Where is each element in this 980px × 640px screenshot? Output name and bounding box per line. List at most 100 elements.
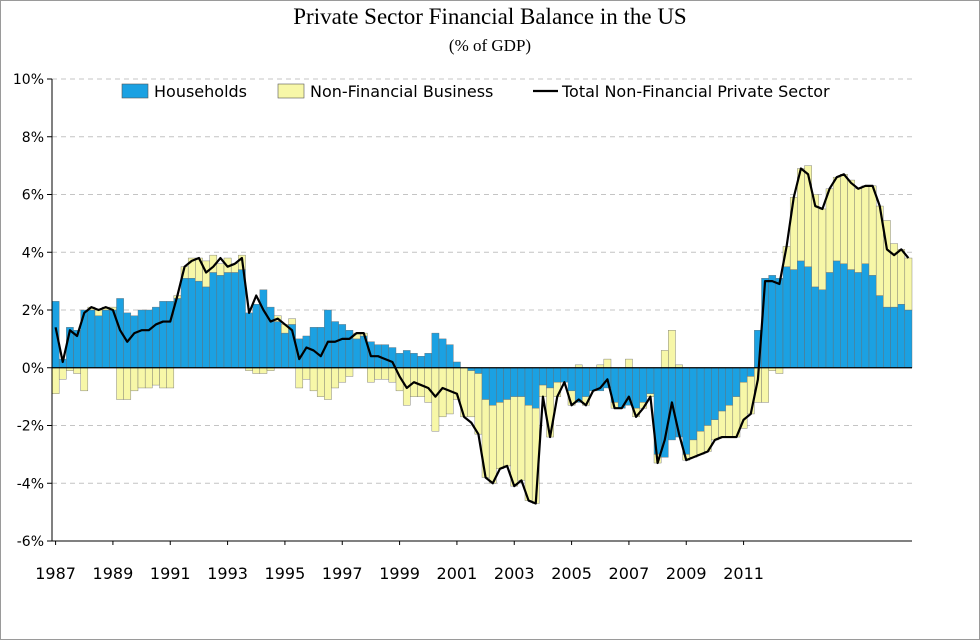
- legend-swatch-non-financial-business: [277, 83, 305, 99]
- bar-non-financial-business: [711, 419, 719, 441]
- bar-households: [338, 324, 347, 368]
- bar-non-financial-business: [338, 367, 347, 383]
- bar-households: [868, 275, 877, 368]
- x-tick-label: 2001: [437, 564, 478, 583]
- bar-non-financial-business: [331, 367, 339, 389]
- bar-households: [245, 312, 253, 368]
- bar-households: [94, 315, 103, 368]
- bar-households: [725, 367, 734, 406]
- chart-title: Private Sector Financial Balance in the …: [293, 4, 687, 29]
- x-tick-label: 2005: [551, 564, 592, 583]
- y-tick-label: 6%: [22, 188, 44, 204]
- bar-households: [438, 338, 447, 368]
- bar-households: [768, 275, 777, 368]
- bar-households: [209, 272, 218, 368]
- bar-non-financial-business: [832, 176, 841, 262]
- bar-households: [832, 260, 841, 368]
- bar-non-financial-business: [381, 367, 390, 380]
- bar-households: [410, 353, 418, 368]
- bar-households: [854, 272, 863, 368]
- bar-households: [660, 367, 669, 458]
- bar-households: [101, 309, 110, 368]
- bar-non-financial-business: [546, 387, 554, 438]
- bar-households: [689, 367, 698, 441]
- bar-non-financial-business: [137, 367, 146, 389]
- bar-non-financial-business: [152, 367, 160, 386]
- bar-non-financial-business: [861, 185, 870, 264]
- bar-non-financial-business: [252, 367, 261, 374]
- bar-households: [875, 295, 884, 368]
- axes: -6% -4% -2% 0% 2% 4% 6% 8% 10% 1987 1989 1991 1993 19…: [13, 72, 912, 583]
- bar-households: [539, 367, 547, 386]
- bar-households: [331, 321, 339, 368]
- x-tick-label: 1991: [150, 564, 191, 583]
- bar-non-financial-business: [517, 396, 526, 481]
- bar-non-financial-business: [539, 384, 547, 397]
- bar-households: [531, 367, 540, 409]
- bar-non-financial-business: [840, 174, 848, 265]
- bar-non-financial-business: [166, 367, 175, 389]
- bar-households: [424, 353, 433, 368]
- bar-non-financial-business: [388, 367, 397, 383]
- bar-households: [639, 367, 648, 403]
- bar-households: [352, 338, 361, 368]
- bar-non-financial-business: [58, 367, 67, 380]
- x-tick-label: 1989: [93, 564, 134, 583]
- legend-label-non-financial-business: Non-Financial Business: [310, 82, 493, 101]
- bar-non-financial-business: [367, 367, 375, 383]
- x-tick-label: 2003: [494, 564, 535, 583]
- legend-swatch-households: [121, 83, 149, 99]
- bar-non-financial-business: [424, 367, 433, 403]
- y-tick-label: -4%: [17, 476, 44, 492]
- bar-households: [553, 367, 562, 383]
- bar-households: [904, 309, 913, 368]
- bar-households: [381, 344, 390, 368]
- bar-households: [789, 269, 798, 368]
- legend: Households Non-Financial Business Total No…: [121, 82, 830, 101]
- bar-non-financial-business: [818, 208, 827, 290]
- bar-households: [560, 367, 569, 383]
- bar-non-financial-business: [510, 396, 519, 487]
- bar-non-financial-business: [725, 405, 734, 438]
- bar-households: [797, 260, 805, 368]
- y-tick-label: -2%: [17, 419, 44, 435]
- bar-non-financial-business: [144, 367, 153, 389]
- bar-households: [252, 304, 261, 368]
- chart-subtitle: (% of GDP): [448, 36, 532, 55]
- bar-households: [825, 272, 834, 368]
- bar-households: [273, 321, 282, 368]
- bar-non-financial-business: [488, 405, 497, 484]
- legend-label-total: Total Non-Financial Private Sector: [561, 82, 830, 101]
- bar-households: [632, 367, 640, 409]
- bar-non-financial-business: [288, 318, 296, 325]
- bar-households: [195, 280, 203, 368]
- bar-households: [510, 367, 519, 397]
- bar-non-financial-business: [668, 330, 676, 368]
- bar-households: [546, 367, 554, 389]
- total-line-layer: [54, 167, 910, 505]
- x-tick-label: 1999: [379, 564, 420, 583]
- bar-households: [503, 367, 511, 400]
- bar-households: [431, 332, 440, 368]
- bar-households: [711, 367, 719, 420]
- bar-non-financial-business: [324, 367, 332, 400]
- bar-households: [173, 298, 182, 368]
- bar-non-financial-business: [474, 373, 483, 435]
- bar-non-financial-business: [825, 188, 834, 273]
- bar-non-financial-business: [417, 367, 425, 397]
- bar-households: [180, 278, 189, 368]
- bar-households: [496, 367, 504, 403]
- bar-non-financial-business: [73, 367, 81, 374]
- x-tick-label: 1997: [322, 564, 363, 583]
- bar-non-financial-business: [897, 249, 906, 305]
- y-tick-label: 8%: [22, 130, 44, 146]
- bar-non-financial-business: [524, 405, 533, 501]
- x-tick-label: 1993: [207, 564, 248, 583]
- bar-households: [883, 306, 891, 368]
- bar-households: [696, 367, 705, 432]
- line-total-non-financial-private-sector: [54, 167, 910, 505]
- bar-non-financial-business: [216, 263, 225, 276]
- bar-non-financial-business: [309, 367, 318, 392]
- bar-households: [682, 367, 691, 455]
